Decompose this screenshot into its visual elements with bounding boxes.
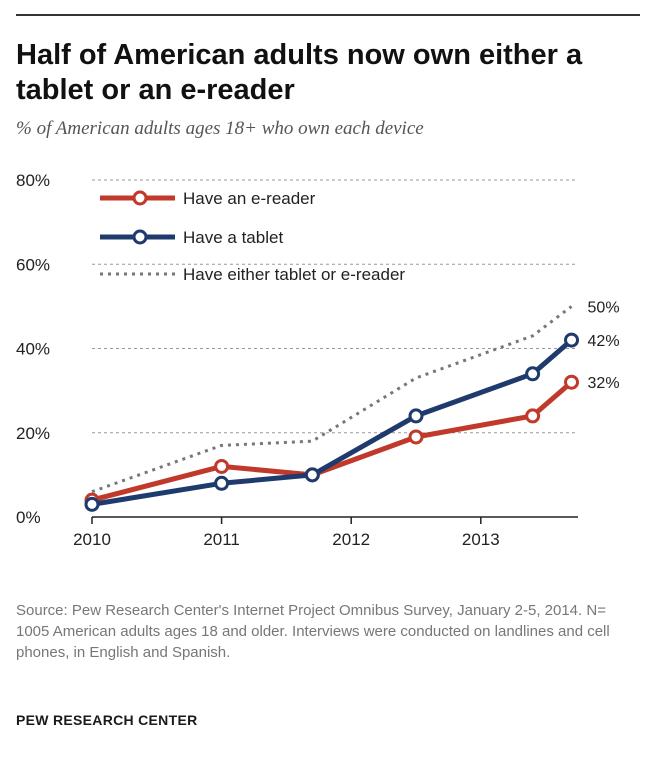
x-tick-label: 2010 [73, 530, 111, 549]
line-chart: 0% 20% 40% 60% 80% 2010 2011 2012 2013 50% 32% 42% H… [16, 171, 620, 549]
chart-title: Half of American adults now own either a… [16, 39, 583, 106]
x-tick-label: 2013 [462, 530, 500, 549]
y-tick-label: 0% [16, 508, 41, 527]
series-line-have-a-tablet [91, 338, 574, 507]
data-point-have-a-tablet [408, 408, 424, 424]
legend-label-have-either-tablet-or-e-reader: Have either tablet or e-reader [183, 265, 405, 284]
x-tick-label: 2012 [332, 530, 370, 549]
end-label-have-a-tablet: 42% [588, 333, 620, 350]
legend-label-have-a-tablet: Have a tablet [183, 228, 283, 247]
legend-marker-have-a-tablet [132, 229, 148, 245]
data-point-have-a-tablet [214, 475, 230, 491]
series-line-have-an-e-reader [91, 380, 574, 503]
top-rule [16, 14, 640, 16]
data-point-have-an-e-reader [564, 374, 580, 390]
legend-label-have-an-e-reader: Have an e-reader [183, 189, 316, 208]
chart-subtitle: % of American adults ages 18+ who own ea… [16, 118, 424, 139]
legend-marker-have-an-e-reader [132, 190, 148, 206]
x-tick-label: 2011 [203, 530, 240, 549]
data-point-have-a-tablet [84, 496, 100, 512]
y-tick-label: 60% [16, 255, 50, 274]
source-note: Source: Pew Research Center's Internet P… [16, 602, 610, 661]
data-point-have-a-tablet [564, 332, 580, 348]
data-point-have-an-e-reader [408, 429, 424, 445]
y-tick-label: 20% [16, 424, 50, 443]
series-line-have-either-tablet-or-e-reader [91, 305, 573, 494]
data-point-have-an-e-reader [214, 458, 230, 474]
y-tick-label: 80% [16, 171, 50, 190]
data-point-have-an-e-reader [525, 408, 541, 424]
data-point-have-a-tablet [304, 467, 320, 483]
y-tick-label: 40% [16, 340, 50, 359]
end-label-have-an-e-reader: 32% [588, 375, 620, 392]
end-label-have-either-tablet-or-e-reader: 50% [588, 299, 620, 316]
data-point-have-a-tablet [525, 366, 541, 382]
brand-label: PEW RESEARCH CENTER [16, 712, 198, 728]
